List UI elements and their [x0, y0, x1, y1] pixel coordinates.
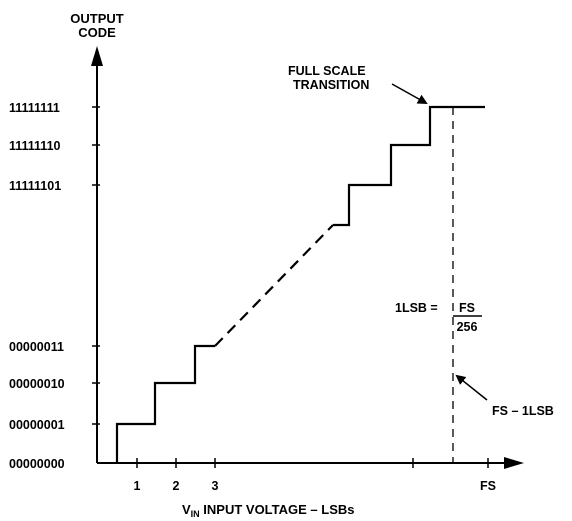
fs-minus-lsb-label: FS – 1LSB	[492, 404, 554, 418]
x-axis-title: VIN INPUT VOLTAGE – LSBs	[182, 502, 355, 519]
y-code-label: 00000011	[9, 340, 64, 354]
y-axis-title-line2: CODE	[78, 25, 116, 40]
x-tick-marks	[136, 458, 489, 468]
x-tick-label: 1	[134, 479, 141, 493]
y-code-label: 11111101	[9, 179, 61, 193]
staircase-dashed-continuation	[214, 224, 334, 347]
y-axis-title-line1: OUTPUT	[70, 11, 124, 26]
staircase-upper	[333, 105, 485, 227]
full-scale-transition-label-line1: FULL SCALE	[288, 64, 366, 78]
y-code-label: 11111111	[9, 101, 60, 115]
lsb-fraction-numerator: FS	[459, 301, 475, 315]
x-axis-arrowhead	[504, 457, 524, 469]
y-axis-arrowhead	[91, 46, 103, 66]
x-tick-label: FS	[480, 479, 496, 493]
y-code-label: 00000010	[9, 377, 65, 391]
y-tick-marks	[92, 106, 100, 425]
lsb-definition-label: 1LSB =	[395, 301, 438, 315]
full-scale-transition-arrow	[391, 83, 428, 104]
x-tick-label: 3	[212, 479, 219, 493]
y-code-label: 00000000	[9, 457, 65, 471]
lsb-fraction-denominator: 256	[457, 320, 478, 334]
staircase-lower	[115, 344, 215, 463]
y-code-label: 00000001	[9, 418, 65, 432]
full-scale-transition-label-line2: TRANSITION	[293, 78, 369, 92]
x-tick-label: 2	[173, 479, 180, 493]
y-code-label: 11111110	[9, 139, 61, 153]
fs-minus-lsb-arrow	[455, 374, 488, 401]
